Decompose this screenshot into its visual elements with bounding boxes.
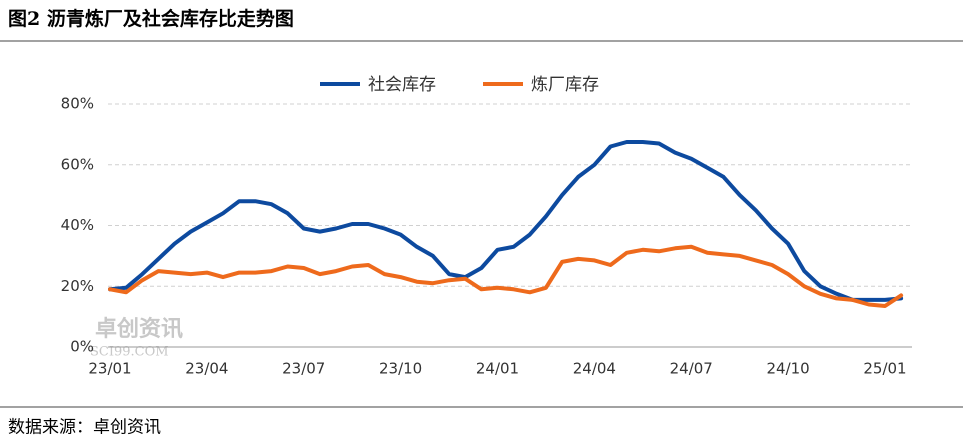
line-series [108, 244, 904, 308]
x-tick-label: 23/01 [88, 360, 131, 378]
line-series [108, 140, 904, 302]
x-tick-label: 23/07 [282, 360, 325, 378]
y-tick-label: 40% [61, 216, 94, 234]
x-tick-label: 25/01 [863, 360, 906, 378]
legend-label: 炼厂库存 [531, 75, 599, 95]
x-tick-label: 24/01 [476, 360, 519, 378]
x-tick-label: 23/10 [379, 360, 422, 378]
legend-label: 社会库存 [368, 75, 436, 95]
chart-title: 图2 沥青炼厂及社会库存比走势图 [8, 7, 294, 30]
y-tick-label: 80% [61, 95, 94, 113]
y-tick-label: 0% [70, 338, 94, 356]
source: 数据来源：卓创资讯 [8, 418, 161, 438]
y-tick-label: 20% [61, 277, 94, 295]
x-tick-label: 24/07 [670, 360, 713, 378]
x-tick-label: 23/04 [185, 360, 228, 378]
x-tick-label: 24/04 [573, 360, 616, 378]
x-tick-label: 24/10 [767, 360, 810, 378]
y-tick-label: 60% [61, 155, 94, 173]
watermark-site: SCI99.COM [90, 345, 169, 360]
watermark: 卓创资讯 [95, 317, 183, 342]
